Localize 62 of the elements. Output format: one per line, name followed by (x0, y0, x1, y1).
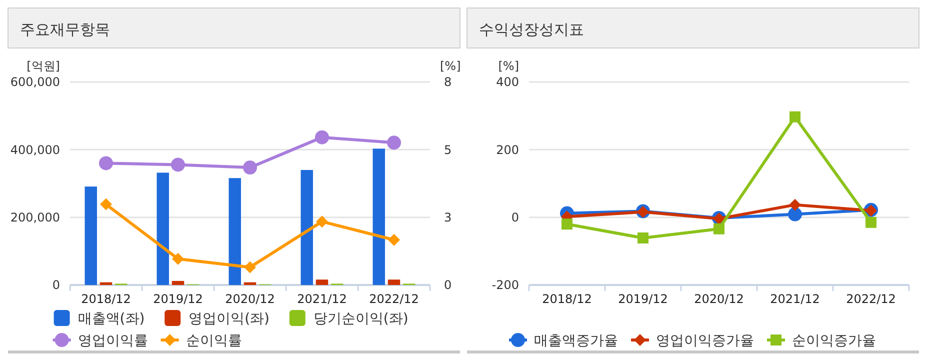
bar (388, 280, 400, 285)
legend-label: 순이익증가율 (792, 332, 876, 349)
legend-label: 당기순이익(좌) (313, 310, 408, 327)
y-tick-label: 400 (496, 75, 519, 90)
point (387, 136, 401, 150)
y-tick-label: 400,000 (10, 142, 60, 157)
point (244, 261, 256, 274)
chart-title: 주요재무항목 (20, 20, 110, 38)
point (172, 252, 184, 265)
y2-tick-label: 0 (444, 278, 452, 292)
point (714, 223, 724, 234)
y-tick-label: 0 (511, 210, 519, 225)
x-tick-label: 2019/12 (618, 292, 668, 306)
x-tick-label: 2022/12 (846, 292, 896, 306)
x-tick-label: 2022/12 (369, 292, 419, 306)
legend-label: 영업이익증가율 (656, 332, 754, 349)
point (171, 158, 185, 172)
x-tick-label: 2020/12 (225, 292, 275, 306)
point (789, 198, 801, 211)
y2-axis-title: [%] (440, 59, 461, 73)
y-axis-title: [억원] (26, 59, 60, 73)
x-tick-label: 2019/12 (153, 292, 203, 306)
x-tick-label: 2021/12 (297, 292, 347, 306)
bar (156, 172, 169, 285)
x-tick-label: 2020/12 (694, 292, 744, 306)
y2-tick-label: 8 (444, 75, 452, 90)
bar (372, 148, 385, 285)
y-tick-label: 0 (52, 278, 60, 292)
bar (316, 280, 328, 285)
point (790, 111, 800, 122)
point (243, 160, 257, 175)
legend-label: 순이익률 (186, 332, 242, 349)
point (638, 232, 648, 244)
point (388, 234, 400, 246)
bar (100, 282, 112, 285)
point (99, 156, 113, 170)
point (562, 218, 572, 230)
x-tick-label: 2018/12 (542, 292, 592, 306)
point (100, 198, 112, 210)
point (316, 216, 328, 228)
legend-label: 매출액(좌) (78, 310, 145, 327)
point (866, 216, 876, 228)
bar (228, 178, 241, 285)
y-axis-title: [%] (498, 59, 519, 73)
y2-tick-label: 3 (444, 210, 452, 225)
y-tick-label: 200,000 (10, 210, 60, 225)
bar (300, 170, 313, 285)
y-tick-label: 200 (496, 142, 519, 157)
bar (172, 280, 184, 285)
x-tick-label: 2021/12 (770, 292, 820, 306)
y-tick-label: 600,000 (10, 75, 60, 90)
legend-label: 영업이익률 (78, 332, 148, 349)
bar (84, 186, 97, 285)
legend-label: 영업이익(좌) (188, 310, 270, 327)
bar (244, 282, 256, 285)
chart-title: 수익성장성지표 (479, 20, 584, 38)
y-tick-label: -200 (492, 278, 519, 292)
point (788, 207, 802, 222)
legend-label: 매출액증가율 (534, 332, 618, 349)
point (315, 130, 329, 144)
y2-tick-label: 5 (444, 142, 452, 157)
x-tick-label: 2018/12 (81, 292, 131, 306)
